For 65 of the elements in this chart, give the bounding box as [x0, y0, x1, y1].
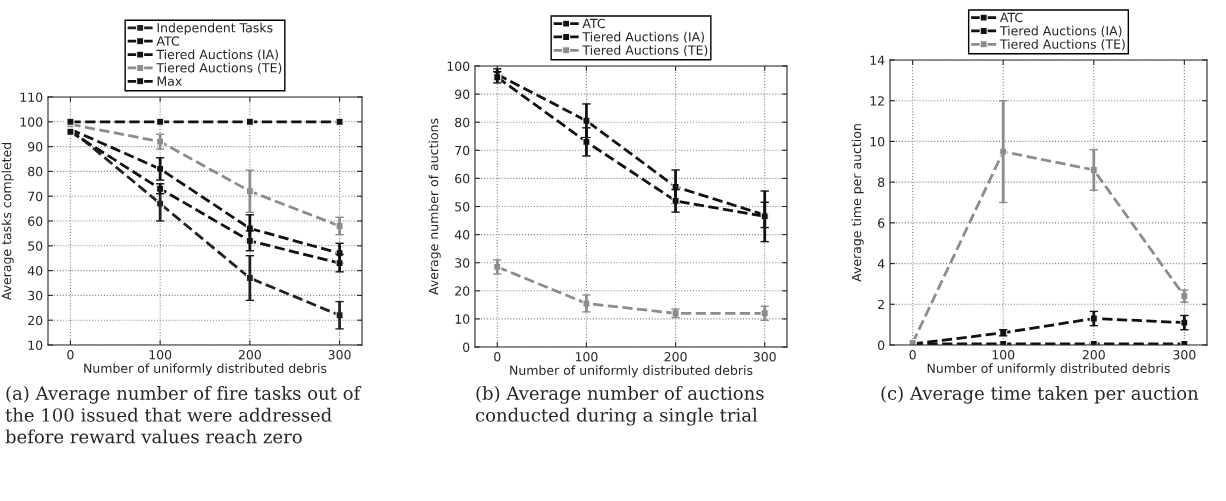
y-tick-label: 80 [455, 117, 470, 128]
y-tick-label: 110 [20, 92, 43, 102]
point [335, 117, 344, 126]
y-tick-label: 4 [877, 259, 885, 269]
legend-label: Tiered Auctions (IA) [999, 25, 1122, 37]
y-tick-label: 70 [455, 145, 470, 156]
legend-label: Tiered Auctions (TE) [999, 39, 1125, 51]
y-tick-label: 90 [455, 89, 470, 100]
x-axis-title: Number of uniformly distributed debris [510, 365, 753, 378]
y-tick-label: 2 [878, 299, 884, 310]
x-tick-label: 300 [753, 352, 776, 362]
legend-label: ATC [156, 36, 179, 46]
legend-label: ATC [1000, 12, 1023, 23]
y-tick-label: 60 [28, 216, 43, 226]
text: (c) Average time taken per auction [881, 386, 1199, 404]
point [156, 117, 165, 126]
y-tick-label: 60 [455, 173, 470, 184]
y-axis-title: Average number of auctions [428, 118, 441, 295]
y-tick-label: 14 [870, 55, 885, 65]
y-tick-label: 6 [878, 218, 885, 228]
y-tick-label: 80 [28, 166, 43, 177]
legend-label: Tiered Auctions (IA) [156, 49, 278, 61]
y-tick-label: 100 [20, 117, 43, 127]
y-tick-label: 10 [870, 136, 885, 147]
x-tick-label: 300 [328, 350, 351, 360]
y-tick-label: 8 [878, 177, 885, 188]
legend-label: ATC [582, 18, 605, 29]
y-tick-label: 50 [455, 201, 470, 212]
y-tick-label: 30 [28, 290, 43, 301]
y-tick-label: 40 [27, 266, 43, 276]
x-tick-label: 0 [494, 352, 501, 362]
y-tick-label: 10 [455, 314, 470, 324]
point [245, 117, 254, 126]
legend-label: Tiered Auctions (TE) [582, 45, 708, 57]
x-tick-label: 300 [1173, 350, 1196, 360]
x-axis-title: Number of uniformly distributed debris [927, 363, 1170, 376]
text: (a) Average number of fire tasks out of the 100 issued that were addressed before reward values reach zero [5, 386, 362, 444]
y-tick-label: 20 [455, 286, 470, 296]
legend-label: Independent Tasks [157, 22, 273, 35]
y-tick-label: 30 [455, 258, 470, 268]
x-tick-label: 200 [1082, 350, 1105, 360]
y-axis-title: Average tasks completed [1, 142, 14, 301]
y-tick-label: 50 [28, 241, 43, 251]
x-tick-label: 100 [992, 350, 1015, 360]
legend-label: Tiered Auctions (TE) [156, 62, 282, 74]
x-tick-label: 200 [238, 350, 261, 360]
y-tick-label: 40 [454, 230, 470, 240]
x-tick-label: 100 [149, 350, 172, 360]
text: (b) Average number of auctions conducted during a single trial [475, 386, 764, 426]
x-tick-label: 100 [575, 352, 598, 362]
y-tick-label: 100 [447, 61, 470, 71]
legend-label: Max [157, 76, 182, 86]
y-tick-label: 20 [28, 315, 43, 326]
x-tick-label: 0 [67, 350, 74, 360]
x-tick-label: 200 [664, 352, 687, 362]
y-tick-label: 0 [878, 340, 885, 350]
y-tick-label: 0 [463, 342, 470, 352]
x-axis-title: Number of uniformly distributed debris [84, 363, 327, 376]
legend-label: Tiered Auctions (IA) [582, 31, 704, 43]
y-tick-label: 12 [870, 96, 884, 106]
y-tick-label: 10 [28, 340, 43, 350]
y-tick-label: 70 [28, 191, 43, 202]
y-tick-label: 90 [28, 142, 43, 152]
y-axis-title: Average time per auction [851, 124, 864, 282]
x-tick-label: 0 [909, 350, 916, 360]
